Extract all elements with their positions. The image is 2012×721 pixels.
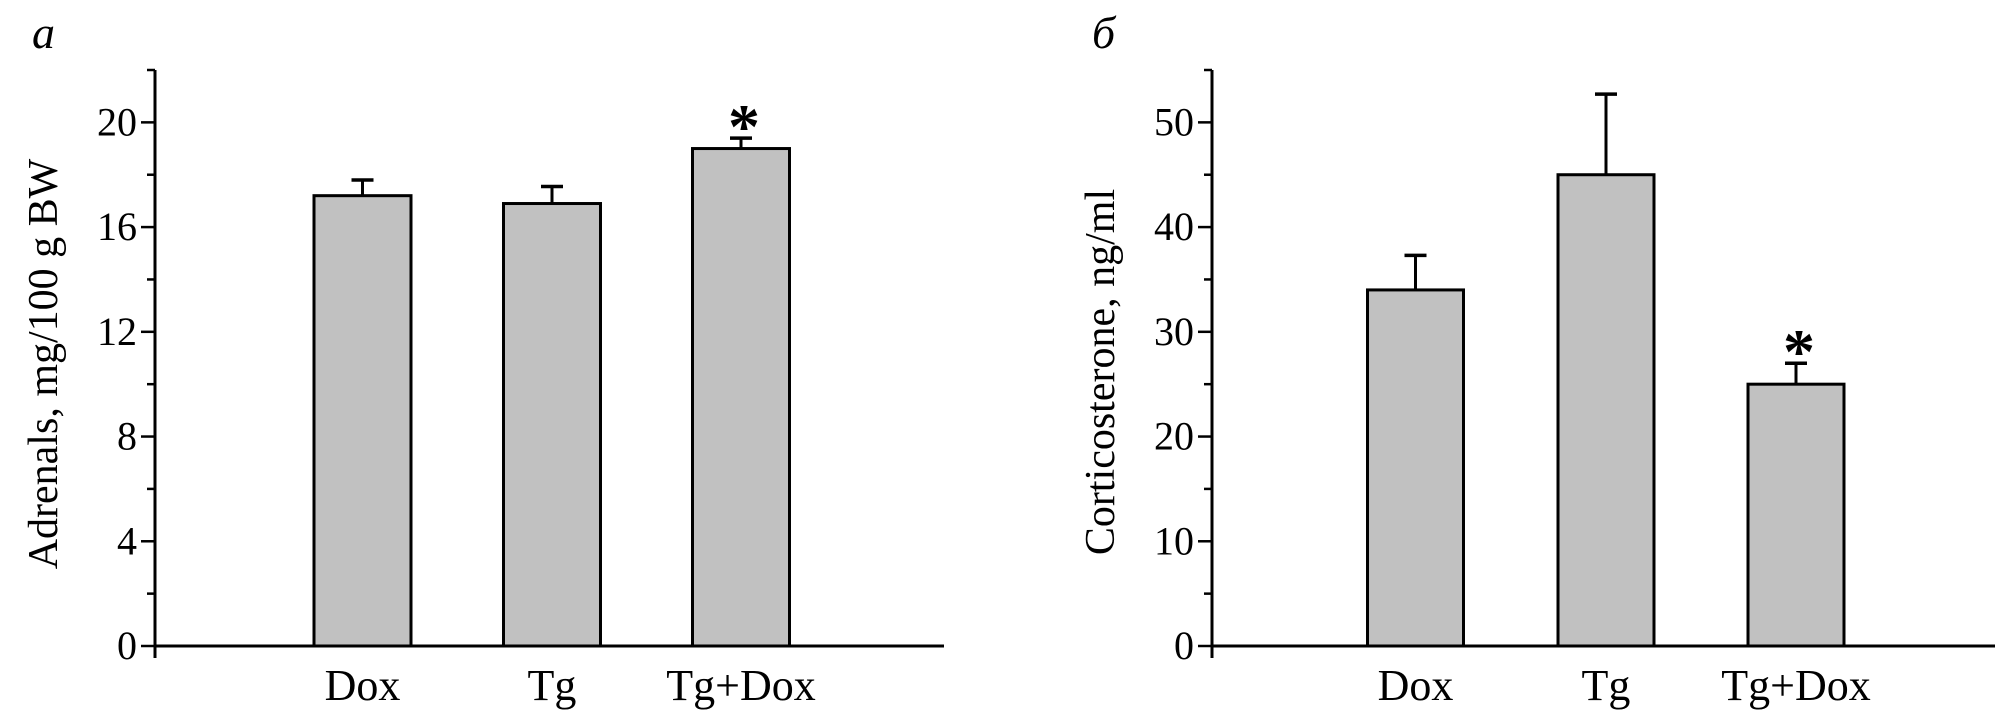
category-label-Tg: Tg xyxy=(1582,661,1631,710)
bar-Dox xyxy=(312,194,413,648)
significance-asterisk: * xyxy=(728,91,760,162)
y-tick-label-4: 4 xyxy=(117,518,137,563)
category-label-Tg+Dox: Tg+Dox xyxy=(1721,661,1870,710)
bar-Tg+Dox xyxy=(1746,382,1846,648)
y-tick-label-16: 16 xyxy=(97,204,137,249)
y-tick-label-10: 10 xyxy=(1154,518,1194,563)
category-label-Dox: Dox xyxy=(1378,661,1454,710)
panel-label: б xyxy=(1092,7,1117,58)
y-tick-label-12: 12 xyxy=(97,309,137,354)
y-tick-label-8: 8 xyxy=(117,414,137,459)
panel-label: a xyxy=(32,7,55,58)
bar-Tg+Dox xyxy=(691,147,791,648)
category-label-Dox: Dox xyxy=(325,661,401,710)
y-axis-title: Adrenals, mg/100 g BW xyxy=(21,158,67,569)
category-label-Tg: Tg xyxy=(528,661,577,710)
bar-Dox xyxy=(1366,288,1465,648)
panel-a: a Adrenals, mg/100 g BW Dox Tg * Tg+Dox 0 4 8 12 1… xyxy=(21,7,944,710)
y-tick-label-20: 20 xyxy=(1154,414,1194,459)
y-tick-label-0: 0 xyxy=(117,623,137,668)
y-tick-label-20: 20 xyxy=(97,99,137,144)
category-label-Tg+Dox: Tg+Dox xyxy=(666,661,815,710)
y-tick-label-0: 0 xyxy=(1174,623,1194,668)
bar-Tg xyxy=(1556,173,1656,648)
significance-asterisk: * xyxy=(1783,316,1815,387)
y-tick-label-30: 30 xyxy=(1154,309,1194,354)
y-tick-label-50: 50 xyxy=(1154,99,1194,144)
y-tick-label-40: 40 xyxy=(1154,204,1194,249)
panel-b: б Corticosterone, ng/ml Dox Tg * Tg+Dox 0 10 20 3… xyxy=(1078,7,1995,710)
bar-Tg xyxy=(502,202,602,648)
y-axis-title: Corticosterone, ng/ml xyxy=(1078,189,1124,555)
